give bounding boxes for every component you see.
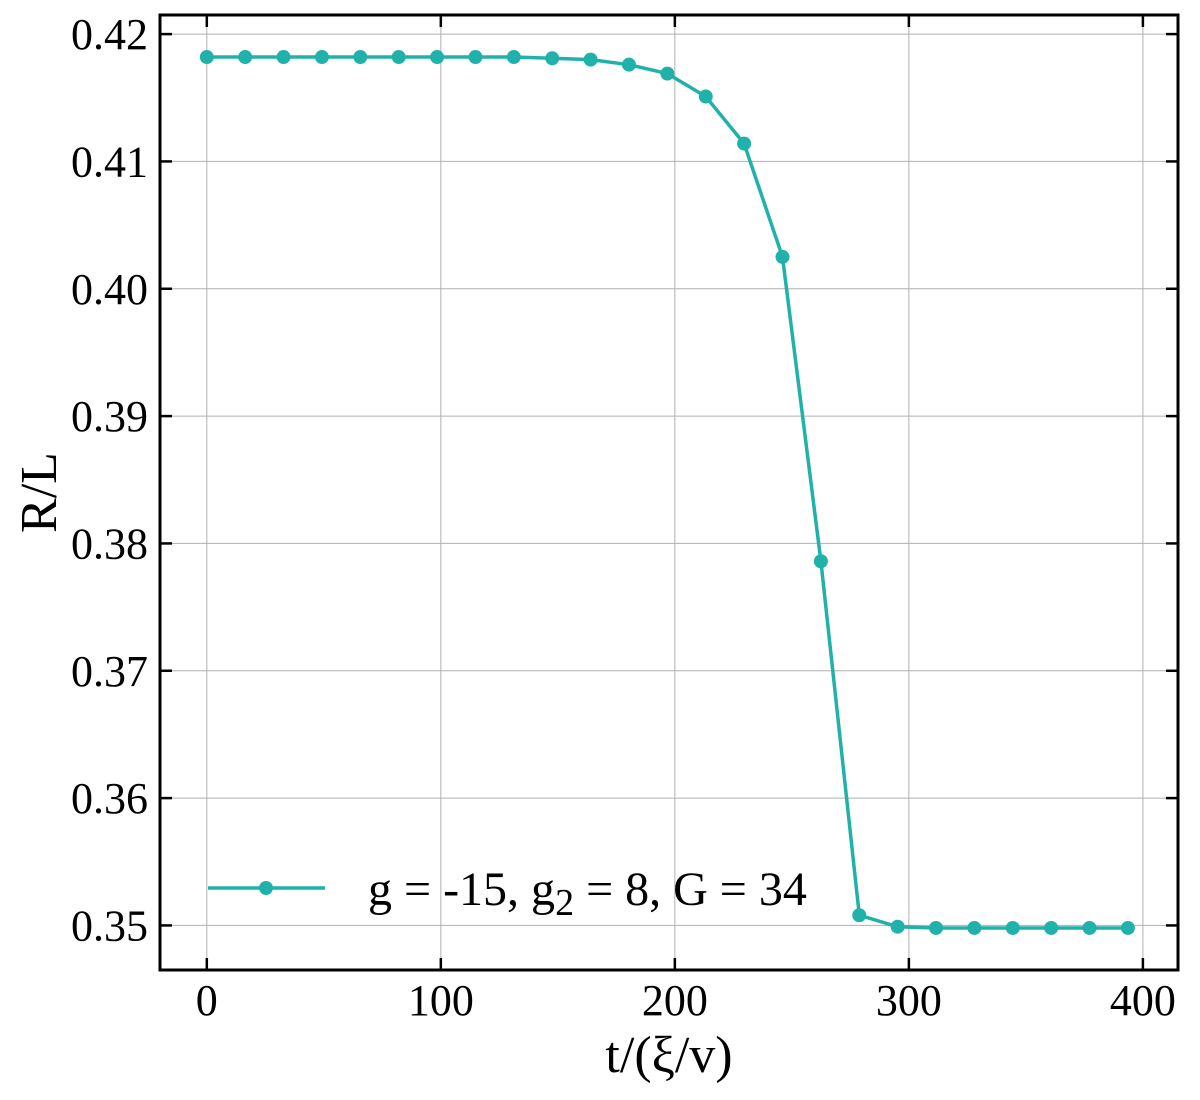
x-tick-label: 100 <box>408 976 474 1025</box>
data-point <box>199 50 214 65</box>
data-point <box>1005 920 1020 935</box>
legend-marker <box>259 881 273 895</box>
data-point <box>1044 920 1059 935</box>
y-tick-label: 0.38 <box>71 519 148 568</box>
x-axis-title: t/(ξ/v) <box>605 1027 732 1084</box>
plot-frame <box>158 13 1180 972</box>
data-point <box>1082 920 1097 935</box>
data-point <box>1120 920 1135 935</box>
data-point <box>967 920 982 935</box>
x-tick-label: 200 <box>642 976 708 1025</box>
data-point <box>737 136 752 151</box>
data-point <box>506 50 521 65</box>
data-point <box>468 50 483 65</box>
data-point <box>430 50 445 65</box>
y-tick-label: 0.42 <box>71 10 148 59</box>
axis-ticks: 0 100 200 300 400 0.35 0.36 0.37 0.38 0.39 0.40 0.4… <box>71 10 1178 1025</box>
x-tick-label: 300 <box>876 976 942 1025</box>
data-point <box>545 51 560 66</box>
series-layer <box>199 50 1135 935</box>
legend: g = -15, g2 = 8, G = 34 <box>208 863 807 924</box>
data-point <box>698 89 713 104</box>
data-point <box>353 50 368 65</box>
x-tick-label: 0 <box>196 976 218 1025</box>
x-tick-label: 400 <box>1110 976 1176 1025</box>
y-tick-label: 0.37 <box>71 647 148 696</box>
y-tick-label: 0.41 <box>71 137 148 186</box>
data-point <box>890 919 905 934</box>
data-point <box>929 920 944 935</box>
data-point <box>276 50 291 65</box>
data-point <box>660 66 675 81</box>
y-tick-label: 0.39 <box>71 392 148 441</box>
series-line <box>206 55 1128 930</box>
data-point <box>314 50 329 65</box>
grid <box>160 15 1178 970</box>
y-tick-label: 0.35 <box>71 901 148 950</box>
data-point <box>238 50 253 65</box>
data-point <box>583 52 598 67</box>
data-point <box>813 554 828 569</box>
data-point <box>775 249 790 264</box>
y-tick-label: 0.40 <box>71 265 148 314</box>
legend-label: g = -15, g2 = 8, G = 34 <box>368 863 807 924</box>
data-point <box>391 50 406 65</box>
y-tick-label: 0.36 <box>71 774 148 823</box>
y-axis-title: R/L <box>11 452 68 533</box>
data-point <box>852 908 867 923</box>
data-point <box>621 57 636 72</box>
